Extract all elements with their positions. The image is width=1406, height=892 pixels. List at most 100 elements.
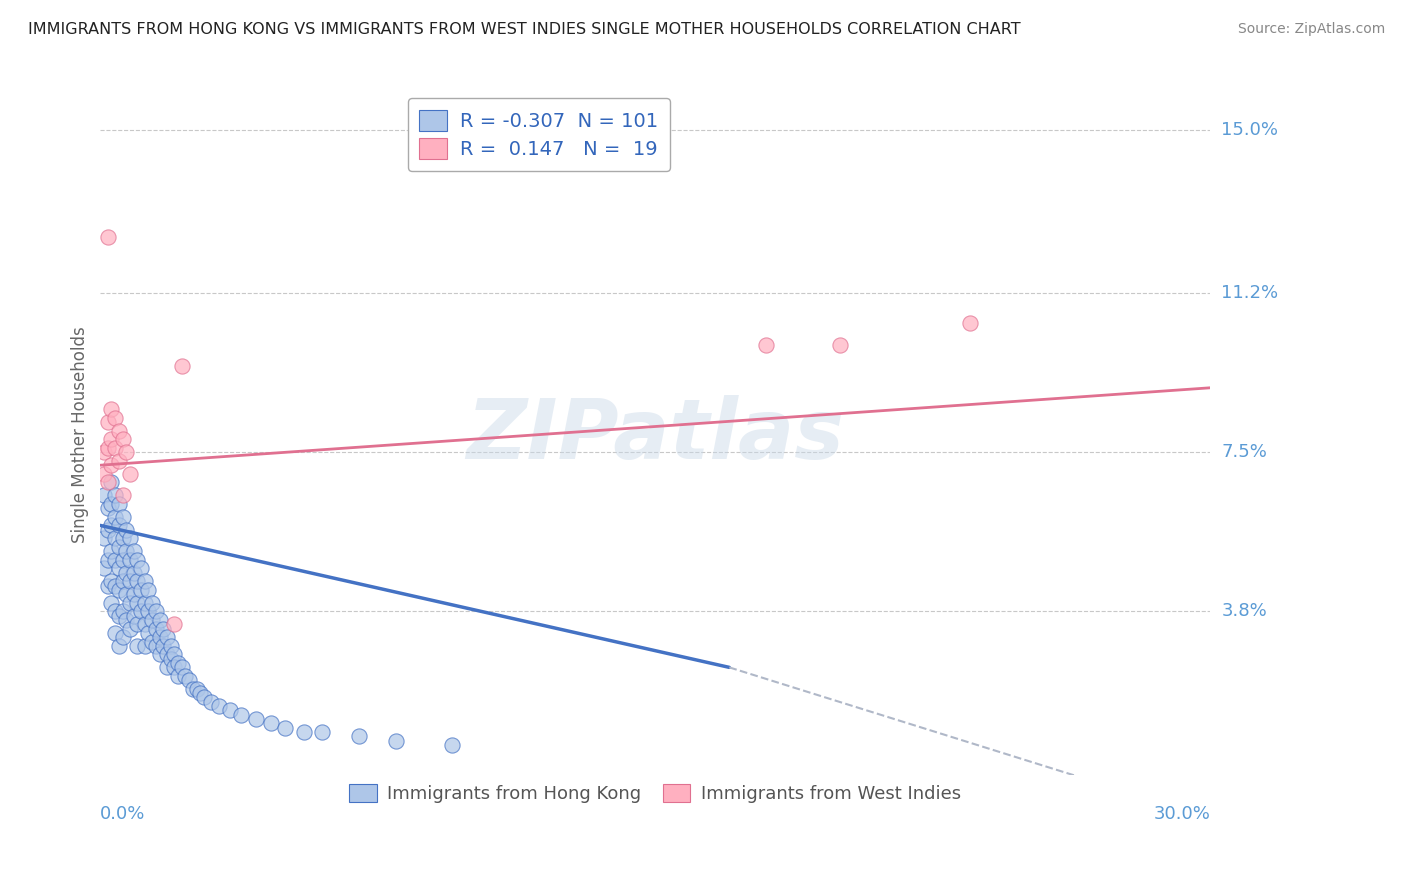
Text: 30.0%: 30.0% [1153,805,1211,823]
Point [108,608,131,623]
Point [245,712,267,726]
Point [159,639,181,653]
Point [100,475,122,490]
Point [111,553,134,567]
Point [134,574,156,589]
Point [97,415,120,429]
Point [118,622,141,636]
Point [163,617,186,632]
Point [167,656,190,670]
Point [104,509,127,524]
Point [127,574,149,589]
Y-axis label: Single Mother Households: Single Mother Households [72,326,89,543]
Point [93,467,115,481]
Point [148,630,170,644]
Text: 3.8%: 3.8% [1222,602,1267,621]
Point [122,608,145,623]
Text: ZIPatlas: ZIPatlas [467,394,844,475]
Point [115,544,138,558]
Point [229,707,252,722]
Point [127,596,149,610]
Point [145,622,167,636]
Point [141,613,163,627]
Point [97,230,120,244]
Point [349,729,371,743]
Point [111,574,134,589]
Point [118,574,141,589]
Point [259,716,281,731]
Text: 15.0%: 15.0% [1222,120,1278,138]
Legend: Immigrants from Hong Kong, Immigrants from West Indies: Immigrants from Hong Kong, Immigrants fr… [342,776,969,810]
Text: 0.0%: 0.0% [100,805,146,823]
Point [145,604,167,618]
Point [145,639,167,653]
Point [440,738,463,752]
Point [100,433,122,447]
Point [100,544,122,558]
Point [97,553,120,567]
Point [111,509,134,524]
Point [129,561,152,575]
Point [97,475,120,490]
Point [104,553,127,567]
Point [127,639,149,653]
Point [181,681,204,696]
Point [108,424,131,438]
Point [188,686,211,700]
Point [111,532,134,546]
Point [311,725,333,739]
Point [97,441,120,455]
Text: Source: ZipAtlas.com: Source: ZipAtlas.com [1237,22,1385,37]
Point [959,316,981,330]
Point [108,497,131,511]
Point [755,338,778,352]
Point [167,669,190,683]
Point [104,441,127,455]
Point [193,690,215,705]
Point [200,695,222,709]
Point [115,587,138,601]
Point [127,617,149,632]
Point [111,433,134,447]
Text: 7.5%: 7.5% [1222,443,1267,461]
Point [163,660,186,674]
Point [186,681,208,696]
Point [108,540,131,554]
Point [122,544,145,558]
Point [830,338,852,352]
Point [148,648,170,662]
Point [97,501,120,516]
Point [174,669,197,683]
Point [93,561,115,575]
Point [170,359,193,374]
Point [385,733,408,747]
Point [156,630,179,644]
Point [108,454,131,468]
Point [118,553,141,567]
Point [118,532,141,546]
Point [104,532,127,546]
Point [115,613,138,627]
Point [118,596,141,610]
Point [93,532,115,546]
Point [108,518,131,533]
Point [104,626,127,640]
Point [115,566,138,580]
Point [218,703,240,717]
Point [170,660,193,674]
Point [138,626,160,640]
Point [138,604,160,618]
Point [163,648,186,662]
Point [97,523,120,537]
Point [152,639,174,653]
Point [100,497,122,511]
Point [122,587,145,601]
Point [97,579,120,593]
Point [104,579,127,593]
Point [156,660,179,674]
Point [156,648,179,662]
Point [127,553,149,567]
Point [111,488,134,502]
Point [104,488,127,502]
Point [129,582,152,597]
